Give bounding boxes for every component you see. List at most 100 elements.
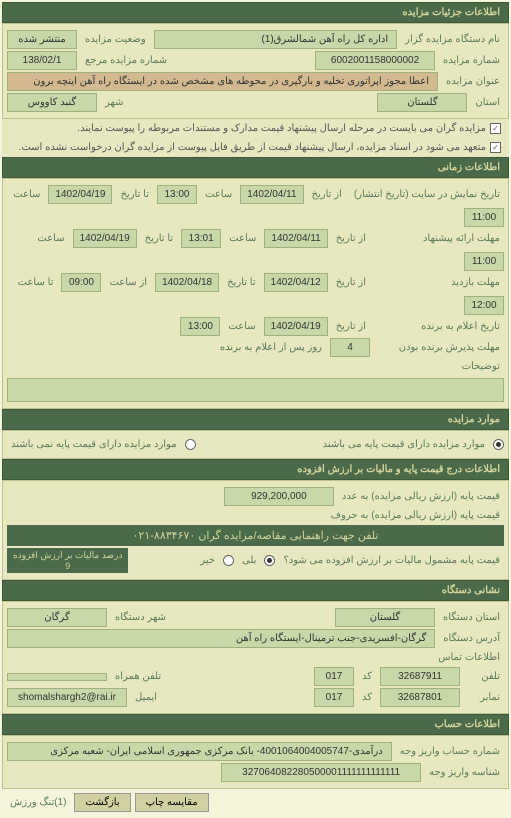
- winner-days: 4: [330, 338, 370, 357]
- code-label-2: کد: [358, 690, 376, 705]
- visit-to-time: 12:00: [464, 296, 504, 315]
- time-label-2: ساعت: [9, 187, 44, 202]
- from-date-label-4: از تاریخ: [332, 319, 370, 334]
- display-from-date: 1402/04/11: [240, 185, 303, 204]
- proposal-to-date: 1402/04/19: [73, 229, 137, 248]
- visit-from-time: 09:00: [61, 273, 101, 292]
- province-value: گلستان: [377, 93, 467, 112]
- display-date-label: تاریخ نمایش در سایت (تاریخ انتشار): [350, 187, 504, 202]
- note1-checkbox[interactable]: ✓: [490, 123, 501, 134]
- section-items-body: موارد مزایده دارای قیمت پایه می باشند مو…: [2, 430, 509, 459]
- vat-label: قیمت پایه مشمول مالیات بر ارزش افزوده می…: [279, 553, 504, 568]
- announce-label: تاریخ اعلام به برنده: [374, 319, 504, 334]
- mobile-value: [7, 673, 107, 681]
- section-address-body: استان دستگاه گلستان شهر دستگاه گرگان آدر…: [2, 601, 509, 714]
- display-from-time: 13:00: [157, 185, 197, 204]
- section-items-header: موارد مزایده: [2, 409, 509, 430]
- phone-label: تلفن: [464, 669, 504, 684]
- radio-has-base-price[interactable]: [493, 439, 504, 450]
- ref-num-label: شماره مزایده مرجع: [81, 53, 171, 68]
- visit-to-date: 1402/04/18: [155, 273, 219, 292]
- radio-no-base-price[interactable]: [185, 439, 196, 450]
- section-details-body: نام دستگاه مزایده گزار اداره کل راه آهن …: [2, 23, 509, 119]
- vat-percent: 9: [13, 561, 122, 571]
- province-label: استان: [471, 95, 504, 110]
- section-account-body: شماره حساب واریز وجه درآمدی-400106400400…: [2, 735, 509, 789]
- email-label: ایمیل: [131, 690, 161, 705]
- auction-num-label: شماره مزایده: [439, 53, 504, 68]
- to-date-label-1: تا تاریخ: [116, 187, 153, 202]
- proposal-from-time: 13:01: [181, 229, 221, 248]
- org-value: اداره کل راه آهن شمالشرق(1): [154, 30, 397, 49]
- ref-num-value: 138/02/1: [7, 51, 77, 70]
- to-time-label-1: تا ساعت: [14, 275, 58, 290]
- address-value: گرگان-افسریدی-جنب ترمینال-ایستگاه راه آه…: [7, 629, 435, 648]
- radio-vat-no[interactable]: [223, 555, 234, 566]
- section-details-header: اطلاعات جزئیات مزایده: [2, 2, 509, 23]
- display-to-time: 11:00: [464, 208, 504, 227]
- fax-label: نمابر: [464, 690, 504, 705]
- notes-textarea[interactable]: [7, 378, 504, 402]
- sheba-label: شناسه واریز وجه: [425, 765, 504, 780]
- no-label: خیر: [196, 553, 219, 568]
- back-button[interactable]: بازگشت: [74, 793, 130, 812]
- account-label: شماره حساب واریز وجه: [396, 744, 504, 759]
- display-to-date: 1402/04/19: [48, 185, 112, 204]
- time-label-5: ساعت: [224, 319, 259, 334]
- addr-city: گرگان: [7, 608, 107, 627]
- status-value: منتشر شده: [7, 30, 77, 49]
- address-label: آدرس دستگاه: [439, 631, 504, 646]
- mobile-label: تلفن همراه: [111, 669, 165, 684]
- section-price-body: قیمت پایه (ارزش ریالی مزایده) به عدد 929…: [2, 480, 509, 580]
- announce-time: 13:00: [180, 317, 220, 336]
- phone-help-banner: تلفن جهت راهنمایی مقاصه/مزایده گران ۸۸۳۴…: [7, 525, 504, 546]
- phone1: 32687911: [380, 667, 460, 686]
- addr-province: گلستان: [335, 608, 435, 627]
- section-account-header: اطلاعات حساب: [2, 714, 509, 735]
- radio2-label: موارد مزایده دارای قیمت پایه نمی باشند: [7, 437, 181, 452]
- back-count: (1)تنگ ورزش: [6, 795, 70, 810]
- time-label-4: ساعت: [33, 231, 68, 246]
- addr-province-label: استان دستگاه: [439, 610, 504, 625]
- radio-vat-yes[interactable]: [264, 555, 275, 566]
- announce-date: 1402/04/19: [264, 317, 328, 336]
- note2-text: متعهد می شود در اسناد مزایده، ارسال پیشن…: [19, 142, 486, 153]
- time-label-1: ساعت: [201, 187, 236, 202]
- section-price-header: اطلاعات درج قیمت پایه و مالیات بر ارزش ا…: [2, 459, 509, 480]
- org-label: نام دستگاه مزایده گزار: [401, 32, 504, 47]
- section-time-body: تاریخ نمایش در سایت (تاریخ انتشار) از تا…: [2, 178, 509, 409]
- note2-checkbox[interactable]: ✓: [490, 142, 501, 153]
- proposal-label: مهلت ارائه پیشنهاد: [374, 231, 504, 246]
- radio1-label: موارد مزایده دارای قیمت پایه می باشند: [319, 437, 489, 452]
- visit-from-date: 1402/04/12: [264, 273, 328, 292]
- winner-suffix: روز پس از اعلام به برنده: [216, 340, 326, 355]
- winner-accept-label: مهلت پذیرش برنده بودن: [374, 340, 504, 355]
- contact-label: اطلاعات تماس: [434, 650, 504, 665]
- proposal-to-time: 11:00: [464, 252, 504, 271]
- sheba-value: 327064082280500001111111111111: [221, 763, 421, 782]
- fax1: 32687801: [380, 688, 460, 707]
- city-label: شهر: [101, 95, 128, 110]
- email-value: shomalshargh2@rai.ir: [7, 688, 127, 707]
- section-time-header: اطلاعات زمانی: [2, 157, 509, 178]
- visit-label: مهلت بازدید: [374, 275, 504, 290]
- footer-row: مقایسه چاپ بازگشت (1)تنگ ورزش: [2, 789, 509, 816]
- vat-percent-label: درصد مالیات بر ارزش افزوده: [13, 550, 122, 561]
- note-row-1: ✓ مزایده گران می بایست در مرحله ارسال پی…: [2, 119, 509, 138]
- title-label: عنوان مزایده: [442, 74, 504, 89]
- base-price-num: 929,200,000: [224, 487, 334, 506]
- addr-city-label: شهر دستگاه: [111, 610, 170, 625]
- phone1-code: 017: [314, 667, 354, 686]
- title-value: اعطا مجوز اپراتوری تخلیه و بارگیری در مح…: [7, 72, 438, 91]
- code-label-1: کد: [358, 669, 376, 684]
- note1-text: مزایده گران می بایست در مرحله ارسال پیشن…: [77, 123, 486, 134]
- from-date-label-3: از تاریخ: [332, 275, 370, 290]
- status-label: وضعیت مزایده: [81, 32, 150, 47]
- section-address-header: نشانی دستگاه: [2, 580, 509, 601]
- account-value: درآمدی-4001064004005747- بانک مرکزی جمهو…: [7, 742, 392, 761]
- print-button[interactable]: مقایسه چاپ: [135, 793, 209, 812]
- notes-label: توضیحات: [374, 359, 504, 374]
- to-date-label-2: تا تاریخ: [141, 231, 178, 246]
- from-date-label-2: از تاریخ: [332, 231, 370, 246]
- proposal-from-date: 1402/04/11: [264, 229, 327, 248]
